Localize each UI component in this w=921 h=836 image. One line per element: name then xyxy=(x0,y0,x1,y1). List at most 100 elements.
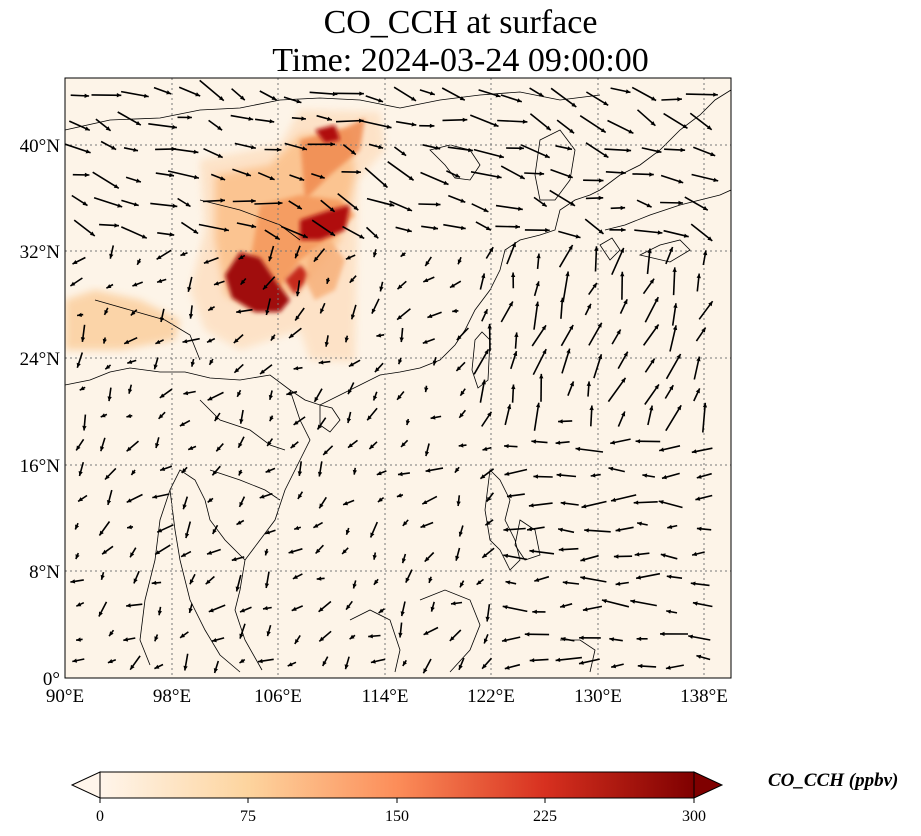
wind-arrow xyxy=(702,402,707,433)
wind-arrow-head xyxy=(154,664,160,669)
wind-arrow xyxy=(254,202,283,205)
colorbar: 0 75 150 225 300 xyxy=(70,771,724,825)
wind-arrow-head xyxy=(504,665,510,670)
wind-arrow-head xyxy=(458,443,464,448)
wind-arrow-head xyxy=(456,335,462,341)
wind-arrow-head xyxy=(378,98,383,103)
wind-arrow-head xyxy=(126,413,132,418)
wind-arrow-head xyxy=(435,145,441,150)
wind-arrow xyxy=(361,120,392,129)
colorbar-tick-label: 0 xyxy=(96,808,104,825)
wind-arrow-head xyxy=(157,610,162,616)
wind-arrow-head xyxy=(401,558,406,564)
wind-arrow-head xyxy=(503,527,509,532)
wind-arrow-head xyxy=(80,337,86,342)
wind-arrow-head xyxy=(560,501,566,506)
wind-arrow-head xyxy=(216,446,221,452)
wind-arrow-head xyxy=(143,93,149,98)
wind-arrow xyxy=(631,86,657,102)
wind-arrow-head xyxy=(455,555,460,561)
wind-arrow-head xyxy=(100,413,106,418)
wind-arrow-head xyxy=(343,501,349,506)
title-time: Time: 2024-03-24 09:00:00 xyxy=(272,42,649,79)
wind-arrow-head xyxy=(160,466,166,471)
wind-arrow-head xyxy=(496,174,502,179)
wind-arrow-head xyxy=(344,337,349,343)
wind-arrow-head xyxy=(495,93,501,98)
wind-arrow-head xyxy=(692,551,697,557)
wind-arrow-head xyxy=(482,663,487,669)
wind-arrow-head xyxy=(405,420,410,426)
wind-arrow-head xyxy=(690,581,696,586)
wind-arrow-head xyxy=(677,405,682,411)
wind-arrow-head xyxy=(598,195,604,201)
wind-arrow-head xyxy=(346,604,351,610)
wind-arrow-head xyxy=(72,260,78,264)
wind-arrow-head xyxy=(468,147,473,153)
wind-arrow-head xyxy=(621,227,626,232)
wind-arrow-head xyxy=(422,500,428,505)
wind-arrow-head xyxy=(276,147,282,152)
wind-arrow-head xyxy=(127,359,133,364)
wind-arrow-head xyxy=(78,497,83,502)
wind-arrow-head xyxy=(397,394,402,400)
wind-arrow-head xyxy=(98,611,103,617)
wind-arrow-head xyxy=(579,660,584,665)
wind-arrow-head xyxy=(542,349,547,355)
lon-tick-label: 106°E xyxy=(254,686,302,707)
wind-arrow-head xyxy=(152,494,158,499)
wind-arrow-head xyxy=(493,122,499,127)
wind-arrow-head xyxy=(248,116,254,121)
wind-arrow-head xyxy=(401,151,407,156)
wind-arrow-head xyxy=(350,314,356,320)
wind-arrow-head xyxy=(485,520,491,526)
wind-arrow xyxy=(335,119,364,123)
lat-tick-label: 40°N xyxy=(20,136,61,157)
wind-arrow-head xyxy=(370,532,375,538)
wind-arrow-head xyxy=(240,608,245,613)
wind-arrow-head xyxy=(172,124,177,130)
wind-arrow-head xyxy=(427,313,433,318)
wind-arrow-head xyxy=(238,442,243,448)
wind-arrow-head xyxy=(369,444,375,449)
wind-arrow-head xyxy=(104,309,109,315)
wind-arrow-head xyxy=(505,580,511,585)
wind-arrow xyxy=(148,123,178,129)
wind-arrow-head xyxy=(293,366,299,371)
wind-arrow xyxy=(575,447,604,453)
wind-arrow-head xyxy=(623,351,628,357)
wind-arrow-head xyxy=(182,339,188,344)
wind-arrow-head xyxy=(75,554,80,560)
wind-arrow-head xyxy=(666,574,672,579)
wind-arrow-head xyxy=(657,230,663,235)
wind-arrow-head xyxy=(402,521,408,526)
wind-arrow-head xyxy=(649,172,654,177)
wind-arrow-head xyxy=(231,557,237,562)
wind-arrow-head xyxy=(378,608,384,613)
wind-arrow-head xyxy=(555,657,561,662)
wind-arrow-head xyxy=(302,233,308,238)
wind-arrow-head xyxy=(102,338,107,344)
wind-arrow-head xyxy=(235,586,240,592)
wind-arrow-head xyxy=(544,153,550,158)
wind-arrow-head xyxy=(314,396,319,402)
wind-arrow-head xyxy=(425,261,430,266)
wind-arrow-head xyxy=(408,175,414,181)
map-area[interactable] xyxy=(65,78,731,678)
wind-arrow-head xyxy=(423,630,429,635)
colorbar-bar xyxy=(100,772,694,798)
wind-arrow-head xyxy=(399,337,404,343)
wind-arrow-head xyxy=(422,339,428,344)
wind-arrow xyxy=(364,167,389,189)
wind-arrow-head xyxy=(435,202,441,207)
wind-arrow-head xyxy=(188,445,194,450)
wind-arrow-head xyxy=(654,324,659,330)
wind-arrow-head xyxy=(695,496,701,501)
wind-arrow-head xyxy=(713,177,719,182)
wind-arrow-head xyxy=(194,174,199,180)
wind-arrow-head xyxy=(359,234,365,239)
wind-arrow-head xyxy=(208,608,214,613)
wind-arrow-head xyxy=(107,396,112,402)
wind-arrow-head xyxy=(581,504,587,509)
